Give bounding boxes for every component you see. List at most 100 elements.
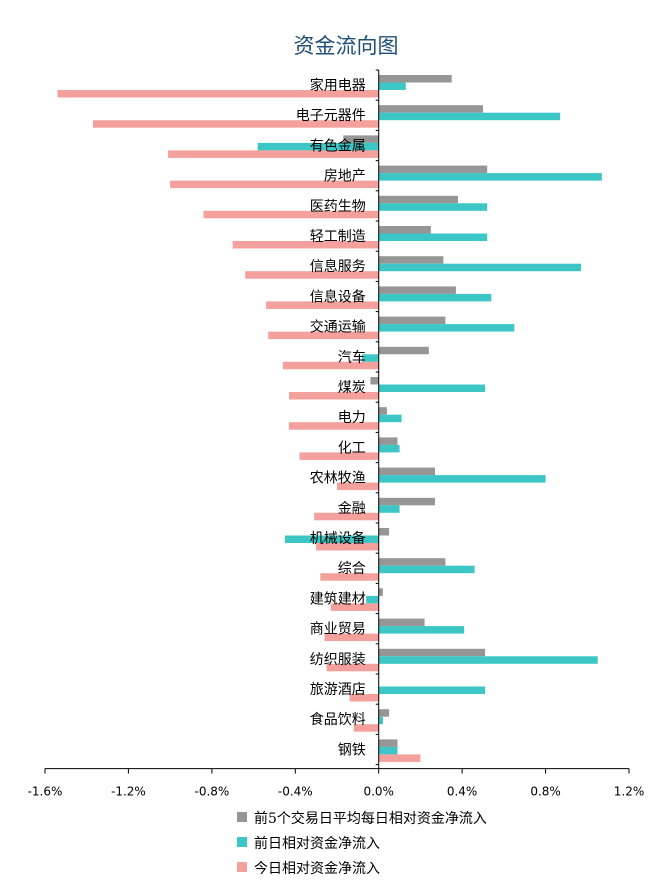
bar-1-22 — [378, 739, 398, 747]
bar-2-13 — [378, 475, 546, 483]
bar-3-5 — [232, 241, 379, 249]
bar-3-19 — [326, 663, 379, 672]
bar-2-22 — [378, 746, 398, 755]
bar-3-2 — [168, 150, 379, 158]
category-label: 旅游酒店 — [310, 682, 366, 698]
chart-title: 资金流向图 — [294, 34, 399, 58]
bar-1-1 — [378, 105, 483, 113]
x-tick-label: 0.4% — [447, 785, 478, 799]
bar-1-0 — [378, 75, 452, 83]
bar-2-19 — [378, 656, 598, 664]
bar-3-18 — [324, 633, 379, 642]
bar-3-21 — [353, 724, 379, 732]
category-label: 钢铁 — [338, 742, 366, 758]
bar-3-4 — [203, 210, 379, 219]
legend-swatch-3 — [237, 862, 247, 872]
bar-3-22 — [378, 754, 421, 762]
legend-swatch-1 — [237, 812, 247, 822]
bar-2-9 — [362, 354, 379, 362]
category-label: 轻工制造 — [310, 229, 366, 245]
bar-2-0 — [378, 82, 406, 90]
bar-1-19 — [378, 648, 486, 657]
category-label: 建筑建材 — [310, 591, 366, 607]
bar-3-3 — [170, 180, 379, 189]
bar-3-16 — [320, 573, 379, 581]
bar-3-13 — [337, 482, 379, 491]
bar-3-10 — [289, 392, 379, 400]
bar-1-21 — [378, 709, 390, 717]
bar-3-20 — [349, 694, 379, 702]
bar-3-17 — [330, 603, 379, 611]
bar-2-16 — [378, 565, 475, 574]
category-label: 煤炭 — [338, 380, 366, 396]
bar-1-2 — [343, 135, 379, 143]
x-tick-label: -1.2% — [111, 785, 146, 799]
bar-2-12 — [378, 444, 400, 453]
bar-2-5 — [378, 233, 488, 241]
category-label: 商业贸易 — [310, 622, 366, 638]
x-tick-label: -0.4% — [278, 785, 313, 799]
category-label: 信息设备 — [310, 288, 366, 305]
category-label: 汽车 — [338, 349, 366, 366]
bar-3-11 — [289, 422, 379, 430]
bar-3-15 — [316, 543, 379, 551]
bar-1-15 — [378, 528, 390, 536]
bar-3-8 — [268, 331, 379, 340]
x-tick-label: -0.8% — [194, 785, 229, 799]
legend-label-1: 前5个交易日平均每日相对资金净流入 — [254, 810, 487, 827]
bar-2-6 — [378, 263, 581, 272]
bar-1-5 — [378, 226, 431, 234]
bar-1-9 — [378, 346, 429, 355]
bar-1-10 — [370, 377, 379, 385]
bar-2-4 — [378, 203, 488, 211]
bar-1-3 — [378, 165, 488, 174]
bar-3-7 — [266, 301, 379, 309]
category-label: 机械设备 — [310, 530, 366, 547]
x-tick-label: 0.0% — [363, 785, 394, 799]
category-label: 交通运输 — [310, 319, 366, 336]
bar-1-16 — [378, 558, 446, 566]
bar-1-13 — [378, 467, 435, 476]
bar-1-17 — [378, 588, 383, 596]
category-label: 电力 — [338, 410, 366, 426]
bar-2-11 — [378, 414, 402, 423]
bar-1-6 — [378, 256, 444, 264]
legend-label-3: 今日相对资金净流入 — [254, 861, 380, 877]
bar-2-18 — [378, 626, 465, 634]
legend-swatch-2 — [237, 837, 247, 847]
bar-2-3 — [378, 173, 602, 181]
category-label: 化工 — [338, 440, 366, 456]
category-label: 医药生物 — [310, 199, 366, 215]
bar-2-20 — [378, 686, 486, 694]
legend-label-2: 前日相对资金净流入 — [254, 835, 380, 852]
category-label: 农林牧渔 — [310, 471, 366, 487]
category-label: 房地产 — [324, 169, 366, 185]
bar-1-18 — [378, 618, 425, 627]
bar-3-12 — [299, 452, 379, 460]
bar-2-14 — [378, 505, 400, 513]
bar-1-14 — [378, 497, 435, 506]
bar-3-6 — [245, 271, 379, 279]
bar-1-12 — [378, 437, 398, 445]
x-tick-label: 1.2% — [614, 785, 645, 799]
bar-2-17 — [366, 595, 379, 604]
bar-3-1 — [93, 120, 379, 128]
bar-2-2 — [257, 142, 379, 151]
x-tick-label: 0.8% — [530, 785, 561, 799]
x-axis: -1.6% -1.2% -0.8% -0.4% 0.0% 0.4% 0.8% 1.2% — [28, 69, 645, 799]
bar-1-8 — [378, 316, 446, 325]
bar-3-0 — [57, 90, 379, 98]
bar-3-14 — [314, 512, 379, 521]
bar-2-15 — [284, 535, 379, 543]
bar-2-10 — [378, 384, 486, 392]
category-label: 综合 — [338, 561, 366, 577]
bar-2-8 — [378, 324, 515, 332]
bar-3-9 — [282, 361, 379, 370]
bar-1-7 — [378, 286, 456, 294]
bar-1-11 — [378, 407, 387, 415]
category-label: 金融 — [338, 501, 366, 517]
category-label: 食品饮料 — [310, 711, 366, 728]
bar-2-21 — [378, 716, 383, 725]
